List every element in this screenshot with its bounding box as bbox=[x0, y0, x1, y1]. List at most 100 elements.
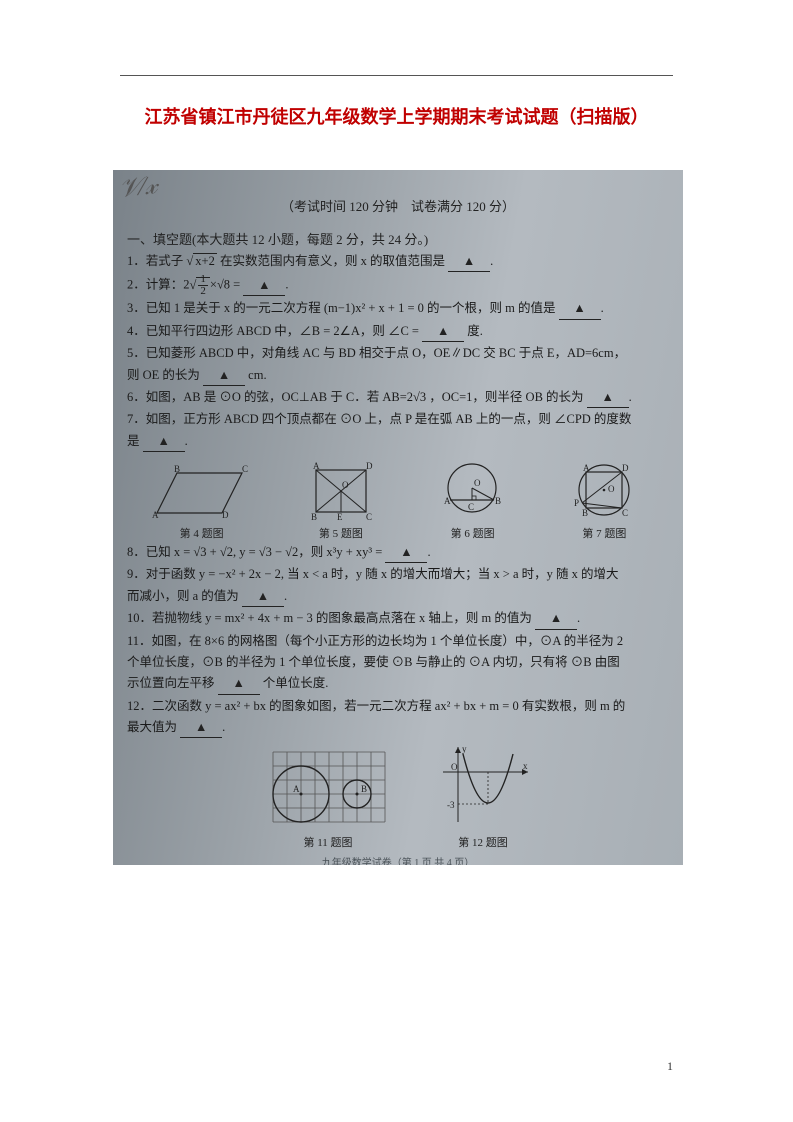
circle-chord-diagram: A B O C bbox=[430, 458, 515, 523]
figure-12-caption: 第 12 题图 bbox=[433, 834, 533, 850]
figure-7-caption: 第 7 题图 bbox=[564, 525, 644, 541]
svg-text:O: O bbox=[451, 762, 458, 772]
svg-text:B: B bbox=[311, 512, 317, 522]
svg-text:B: B bbox=[174, 464, 180, 474]
svg-text:D: D bbox=[622, 463, 629, 473]
page-top-rule bbox=[120, 75, 673, 76]
figure-7: A D B C O P 第 7 题图 bbox=[564, 458, 644, 541]
question-11-line3: 示位置向左平移 ▲ 个单位长度. bbox=[127, 674, 669, 694]
svg-text:P: P bbox=[574, 498, 579, 508]
grid-circles-diagram: A B bbox=[263, 742, 393, 832]
figure-11-caption: 第 11 题图 bbox=[263, 834, 393, 850]
question-1: 1．若式子 x+2 在实数范围内有意义，则 x 的取值范围是 ▲. bbox=[127, 252, 669, 272]
document-title: 江苏省镇江市丹徒区九年级数学上学期期末考试试题（扫描版） bbox=[0, 103, 793, 129]
q7b-text: 是 bbox=[127, 434, 140, 448]
svg-text:E: E bbox=[337, 512, 343, 522]
svg-text:A: A bbox=[444, 496, 451, 506]
blank-fill: ▲ bbox=[242, 587, 284, 607]
question-10: 10．若抛物线 y = mx² + 4x + m − 3 的图象最高点落在 x … bbox=[127, 609, 669, 629]
question-3: 3．已知 1 是关于 x 的一元二次方程 (m−1)x² + x + 1 = 0… bbox=[127, 299, 669, 319]
q2-pre: 2．计算：2 bbox=[127, 278, 190, 292]
question-7-line1: 7．如图，正方形 ABCD 四个顶点都在 ⊙O 上，点 P 是在弧 AB 上的一… bbox=[127, 410, 669, 429]
q10-text: 10．若抛物线 y = mx² + 4x + m − 3 的图象最高点落在 x … bbox=[127, 611, 532, 625]
svg-text:O: O bbox=[474, 478, 481, 488]
q2-mid: ×√8 = bbox=[210, 278, 240, 292]
q5-unit: cm. bbox=[248, 368, 266, 382]
blank-fill: ▲ bbox=[203, 366, 245, 386]
svg-text:A: A bbox=[583, 463, 590, 473]
question-5-line1: 5．已知菱形 ABCD 中，对角线 AC 与 BD 相交于点 O，OE∥DC 交… bbox=[127, 344, 669, 363]
question-8: 8．已知 x = √3 + √2, y = √3 − √2，则 x³y + xy… bbox=[127, 543, 669, 563]
q11-unit: 个单位长度. bbox=[263, 676, 329, 690]
svg-text:x: x bbox=[523, 761, 528, 771]
svg-text:B: B bbox=[582, 508, 588, 518]
figure-6-caption: 第 6 题图 bbox=[430, 525, 515, 541]
svg-text:C: C bbox=[242, 464, 248, 474]
figure-11: A B 第 11 题图 bbox=[263, 742, 393, 850]
figure-12: -3 O x y 第 12 题图 bbox=[433, 742, 533, 850]
sqrt-icon: 12 bbox=[190, 274, 210, 297]
blank-fill: ▲ bbox=[535, 609, 577, 629]
svg-text:B: B bbox=[361, 784, 367, 794]
figure-row-1: B C A D 第 4 题图 A D B C O E 第 5 题图 bbox=[127, 458, 669, 541]
blank-fill: ▲ bbox=[559, 299, 601, 319]
q2-suffix: . bbox=[285, 278, 288, 292]
svg-text:A: A bbox=[313, 461, 320, 471]
svg-text:B: B bbox=[495, 496, 501, 506]
q3-text: 3．已知 1 是关于 x 的一元二次方程 (m−1)x² + x + 1 = 0… bbox=[127, 301, 555, 315]
question-4: 4．已知平行四边形 ABCD 中，∠B = 2∠A，则 ∠C = ▲ 度. bbox=[127, 322, 669, 342]
figure-4-caption: 第 4 题图 bbox=[152, 525, 252, 541]
question-12-line1: 12．二次函数 y = ax² + bx 的图象如图，若一元二次方程 ax² +… bbox=[127, 697, 669, 716]
svg-text:D: D bbox=[222, 510, 229, 520]
svg-text:O: O bbox=[608, 484, 615, 494]
q1-post: 在实数范围内有意义，则 x 的取值范围是 bbox=[217, 254, 445, 268]
q1-pre: 1．若式子 bbox=[127, 254, 186, 268]
section-heading: 一、填空题(本大题共 12 小题，每题 2 分，共 24 分。) bbox=[127, 229, 669, 248]
svg-text:A: A bbox=[152, 510, 159, 520]
question-6: 6．如图，AB 是 ⊙O 的弦，OC⊥AB 于 C．若 AB=2√3 ，OC=1… bbox=[127, 388, 669, 408]
svg-text:C: C bbox=[366, 512, 372, 522]
q1-suffix: . bbox=[490, 254, 493, 268]
question-9-line2: 而减小，则 a 的值为 ▲. bbox=[127, 587, 669, 607]
parabola-diagram: -3 O x y bbox=[433, 742, 533, 832]
blank-fill: ▲ bbox=[243, 276, 285, 296]
page-number: 1 bbox=[667, 1059, 673, 1074]
figure-5: A D B C O E 第 5 题图 bbox=[301, 458, 381, 541]
figure-row-2: A B 第 11 题图 -3 O x y 第 12 题图 bbox=[127, 742, 669, 850]
question-9-line1: 9．对于函数 y = −x² + 2x − 2, 当 x < a 时，y 随 x… bbox=[127, 565, 669, 584]
figure-6: A B O C 第 6 题图 bbox=[430, 458, 515, 541]
q8-text: 8．已知 x = √3 + √2, y = √3 − √2，则 x³y + xy… bbox=[127, 545, 382, 559]
svg-text:-3: -3 bbox=[447, 800, 455, 810]
exam-meta: （考试时间 120 分钟 试卷满分 120 分） bbox=[127, 196, 669, 215]
sqrt-icon: x+2 bbox=[186, 252, 216, 271]
parallelogram-diagram: B C A D bbox=[152, 463, 252, 523]
q4-unit: 度. bbox=[467, 324, 483, 338]
handwriting-scribble: 𝒱⁄𝓍 bbox=[117, 170, 158, 205]
blank-fill: ▲ bbox=[180, 718, 222, 738]
question-12-line2: 最大值为 ▲. bbox=[127, 718, 669, 738]
question-11-line1: 11．如图，在 8×6 的网格图（每个小正方形的边长均为 1 个单位长度）中，⊙… bbox=[127, 632, 669, 651]
figure-5-caption: 第 5 题图 bbox=[301, 525, 381, 541]
blank-fill: ▲ bbox=[587, 388, 629, 408]
q5b-text: 则 OE 的长为 bbox=[127, 368, 200, 382]
blank-fill: ▲ bbox=[448, 252, 490, 272]
svg-text:C: C bbox=[468, 502, 474, 512]
blank-fill: ▲ bbox=[143, 432, 185, 452]
q11c-text: 示位置向左平移 bbox=[127, 676, 215, 690]
rhombus-diagram: A D B C O E bbox=[301, 458, 381, 523]
svg-text:y: y bbox=[462, 744, 467, 754]
scan-footer: 九年级数学试卷（第 1 页 共 4 页） bbox=[127, 854, 669, 865]
blank-fill: ▲ bbox=[385, 543, 427, 563]
svg-text:D: D bbox=[366, 461, 373, 471]
blank-fill: ▲ bbox=[422, 322, 464, 342]
blank-fill: ▲ bbox=[218, 674, 260, 694]
svg-text:A: A bbox=[293, 784, 300, 794]
circle-square-diagram: A D B C O P bbox=[564, 458, 644, 523]
figure-4: B C A D 第 4 题图 bbox=[152, 463, 252, 541]
svg-text:C: C bbox=[622, 508, 628, 518]
q4-text: 4．已知平行四边形 ABCD 中，∠B = 2∠A，则 ∠C = bbox=[127, 324, 419, 338]
question-2: 2．计算：212×√8 = ▲. bbox=[127, 274, 669, 297]
question-7-line2: 是 ▲. bbox=[127, 432, 669, 452]
question-11-line2: 个单位长度，⊙B 的半径为 1 个单位长度，要使 ⊙B 与静止的 ⊙A 内切，只… bbox=[127, 653, 669, 672]
scanned-exam-image: 𝒱⁄𝓍 （考试时间 120 分钟 试卷满分 120 分） 一、填空题(本大题共 … bbox=[113, 170, 683, 865]
